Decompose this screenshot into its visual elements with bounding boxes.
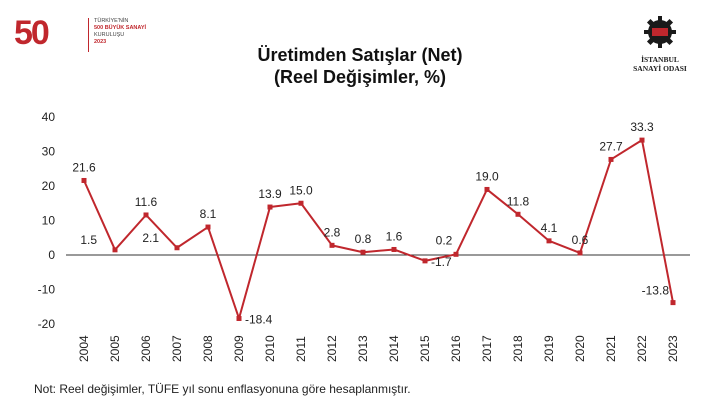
logo-divider [88, 18, 89, 52]
y-tick-label: 10 [42, 214, 56, 228]
data-point [515, 211, 521, 217]
data-point [298, 200, 304, 206]
data-point [546, 238, 552, 244]
x-tick-label: 2020 [573, 335, 587, 362]
x-tick-label: 2014 [387, 335, 401, 362]
x-tick-label: 2022 [635, 335, 649, 362]
data-label: 33.3 [630, 120, 654, 134]
data-label: 11.8 [507, 194, 530, 208]
x-tick-label: 2023 [666, 335, 680, 362]
plot-area: 21.6 1.5 11.6 2.1 8.1 -18.4 13.9 15.0 2.8 0.8 1.6 -… [72, 120, 676, 326]
data-label: -18.4 [245, 312, 273, 326]
data-label: -13.8 [642, 284, 670, 298]
logo-line-3: KURULUŞU [94, 32, 125, 38]
x-tick-label: 2004 [77, 335, 91, 362]
data-label: 15.0 [289, 183, 313, 197]
data-label: 21.6 [72, 160, 96, 174]
org-line-1: İSTANBUL [641, 55, 679, 64]
y-tick-label: 30 [42, 145, 56, 159]
y-tick-label: 0 [48, 248, 55, 262]
data-point [608, 156, 614, 162]
logo-number: 50 [14, 14, 50, 52]
iso-logo: İSTANBUL SANAYİ ODASI [620, 14, 700, 74]
gear-icon [644, 16, 676, 48]
data-label: 0.2 [436, 233, 453, 247]
footnote: Not: Reel değişimler, TÜFE yıl sonu enfl… [34, 382, 411, 396]
logo-line-2: 500 BÜYÜK SANAYİ [94, 25, 147, 31]
data-label: 0.6 [572, 233, 589, 247]
data-label: 1.6 [386, 229, 403, 243]
x-tick-label: 2015 [418, 335, 432, 362]
data-point [670, 300, 676, 306]
x-tick-label: 2017 [480, 335, 494, 362]
y-axis: -20 -10 0 10 20 30 40 [38, 110, 56, 331]
data-point [329, 242, 335, 248]
data-label: 2.1 [142, 231, 159, 245]
x-axis: 2004 2005 2006 2007 2008 2009 2010 2011 2012 2013… [66, 254, 690, 362]
data-point [81, 177, 87, 183]
data-point [639, 137, 645, 143]
x-tick-label: 2006 [139, 335, 153, 362]
data-point [360, 249, 366, 255]
data-point [484, 186, 490, 192]
data-point [112, 247, 118, 253]
data-point [422, 258, 428, 264]
org-line-2: SANAYİ ODASI [633, 64, 687, 73]
data-point [267, 204, 273, 210]
series-line [83, 139, 674, 320]
x-tick-label: 2016 [449, 335, 463, 362]
logo-line-1: TÜRKİYE'NİN [94, 18, 129, 24]
x-tick-label: 2011 [294, 336, 308, 362]
data-label: 4.1 [541, 221, 558, 235]
data-label: 19.0 [475, 169, 499, 183]
anniversary-logo: 50 TÜRKİYE'NİN 500 BÜYÜK SANAYİ KURULUŞU… [14, 14, 146, 56]
data-label: 2.8 [324, 225, 341, 239]
x-tick-label: 2019 [542, 335, 556, 362]
data-label: 1.5 [80, 233, 97, 247]
x-tick-label: 2013 [356, 335, 370, 362]
data-point [453, 251, 459, 257]
y-tick-label: 20 [42, 179, 56, 193]
data-label: 0.8 [355, 232, 372, 246]
y-tick-label: 40 [42, 110, 56, 124]
x-tick-label: 2008 [201, 335, 215, 362]
data-label: 11.6 [135, 195, 158, 209]
data-point [236, 315, 242, 321]
data-label: -1.7 [431, 255, 452, 269]
x-tick-label: 2012 [325, 335, 339, 362]
x-tick-label: 2018 [511, 335, 525, 362]
y-tick-label: -20 [38, 317, 56, 331]
y-tick-label: -10 [38, 283, 56, 297]
data-point [174, 245, 180, 251]
logo-text: TÜRKİYE'NİN 500 BÜYÜK SANAYİ KURULUŞU 20… [94, 18, 154, 46]
chart-title-line-2: (Reel Değişimler, %) [273, 67, 447, 87]
x-tick-label: 2005 [108, 335, 122, 362]
data-point [391, 246, 397, 252]
data-point [143, 212, 149, 218]
data-label: 8.1 [200, 207, 217, 221]
data-label: 13.9 [258, 187, 282, 201]
chart-title-line-1: Üretimden Satışlar (Net) [257, 45, 463, 65]
x-tick-label: 2021 [604, 335, 618, 362]
x-tick-label: 2010 [263, 335, 277, 362]
data-point [577, 250, 583, 256]
x-tick-label: 2009 [232, 335, 246, 362]
chart-title: Üretimden Satışlar (Net) (Reel Değişimle… [0, 44, 720, 88]
logo-line-4: 2023 [94, 39, 107, 45]
data-label: 27.7 [599, 139, 623, 153]
data-point [205, 224, 211, 230]
x-tick-label: 2007 [170, 335, 184, 362]
